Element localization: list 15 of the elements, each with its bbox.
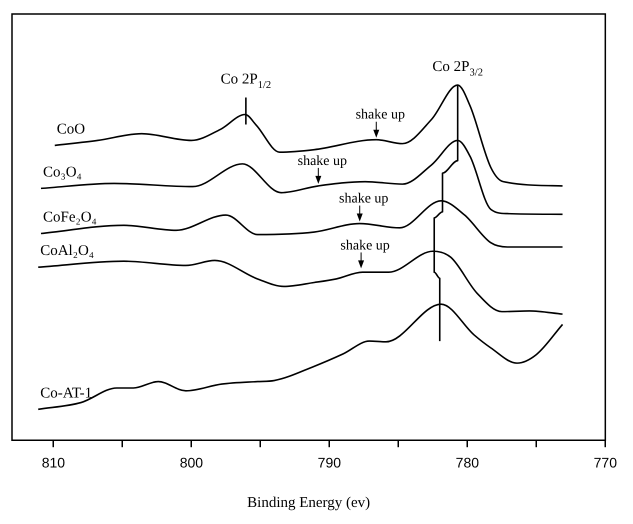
x-tick-label: 780 bbox=[456, 454, 480, 470]
series-label: Co-AT-1 bbox=[40, 385, 92, 402]
series-label: CoFe₂O₄ bbox=[42, 209, 97, 226]
series-label: CoAl₂O₄ bbox=[40, 243, 94, 260]
x-tick-label: 770 bbox=[594, 454, 618, 470]
series-label: Co₃O₄ bbox=[42, 164, 82, 180]
annotation: shake up bbox=[339, 192, 388, 207]
series-label: CoO bbox=[56, 121, 86, 138]
x-tick-label: 800 bbox=[180, 454, 204, 470]
x-tick-label: 810 bbox=[42, 454, 66, 470]
annotation: shake up bbox=[340, 238, 390, 254]
annotation: shake up bbox=[298, 154, 348, 169]
x-tick-label: 790 bbox=[318, 454, 342, 470]
annotation: shake up bbox=[356, 108, 405, 123]
x-axis-title: Binding Energy (ev) bbox=[247, 494, 370, 511]
